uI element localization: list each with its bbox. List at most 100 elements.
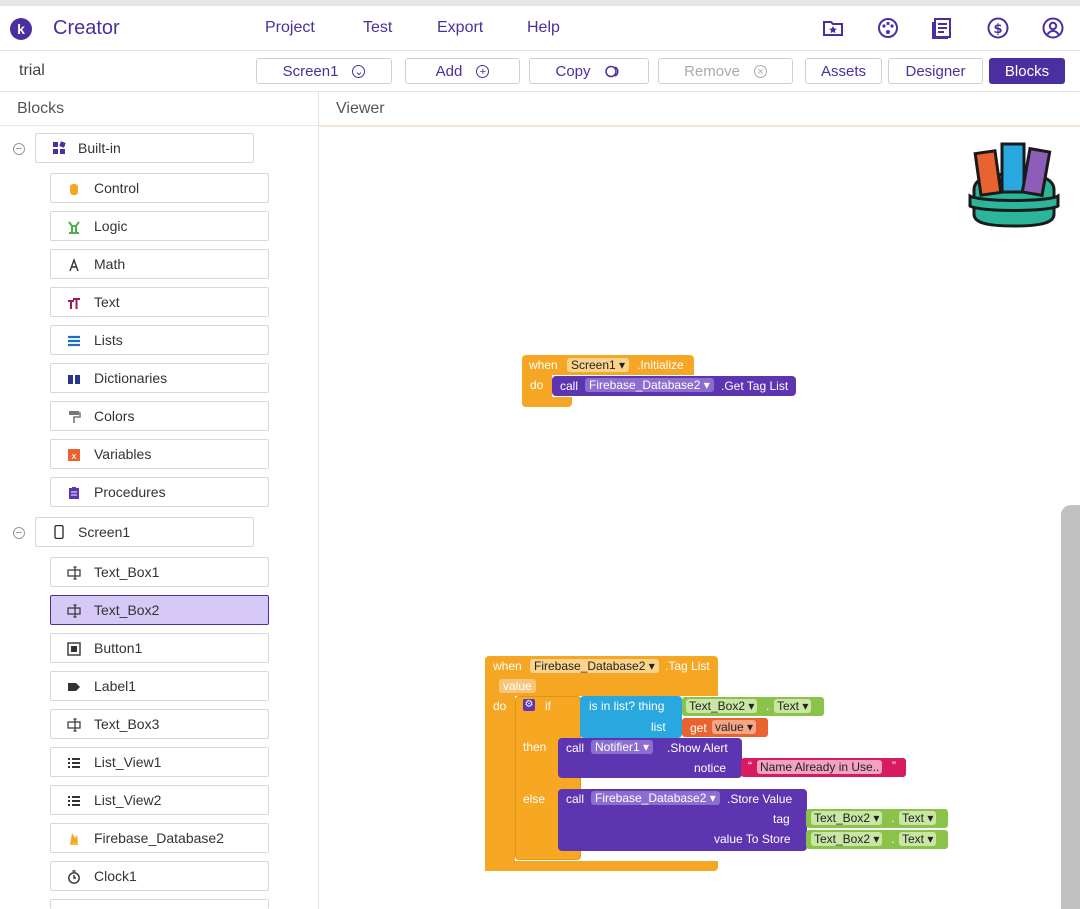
event-block-bottom — [522, 397, 572, 407]
property-dropdown[interactable]: Text ▾ — [899, 811, 937, 825]
variable-dropdown[interactable]: value ▾ — [712, 720, 757, 734]
backpack-icon[interactable] — [966, 138, 1062, 230]
star-folder-icon[interactable] — [821, 16, 845, 40]
copy-button[interactable]: Copy — [529, 58, 649, 84]
component-label: Firebase_Database2 — [534, 659, 646, 673]
news-icon[interactable] — [931, 16, 955, 40]
tree-item-listview2[interactable]: List_View2 — [50, 785, 269, 815]
paint-roller-icon — [69, 411, 81, 423]
account-icon[interactable] — [1041, 16, 1065, 40]
tree-item-firebase[interactable]: Firebase_Database2 — [50, 823, 269, 853]
method-name: .Show Alert — [667, 741, 728, 755]
screen-select-button[interactable]: Screen1 ⌄ — [256, 58, 392, 84]
collapse-screen-icon[interactable]: − — [13, 527, 25, 539]
tree-item-listview1[interactable]: List_View1 — [50, 747, 269, 777]
dollar-icon[interactable]: $ — [986, 16, 1010, 40]
textbox-label: Text_Box2 — [814, 832, 871, 846]
variable-label: value — [715, 720, 744, 734]
call-keyword: call — [566, 792, 585, 806]
panel-divider[interactable] — [318, 92, 319, 909]
component-dropdown[interactable]: Firebase_Database2 ▾ — [530, 659, 659, 673]
tree-item-lists[interactable]: Lists — [50, 325, 269, 355]
tree-item-label: List_View1 — [94, 754, 162, 770]
then-keyword: then — [523, 740, 547, 754]
is-in-list-label: is in list? thing — [589, 699, 665, 713]
tree-item-label: Procedures — [94, 484, 166, 500]
tree-item-variables[interactable]: x Variables — [50, 439, 269, 469]
tree-item-colors[interactable]: Colors — [50, 401, 269, 431]
add-button[interactable]: Add + — [405, 58, 520, 84]
if-block[interactable] — [515, 696, 581, 860]
tree-item-textbox1[interactable]: Text_Box1 — [50, 557, 269, 587]
method-name: .Store Value — [727, 792, 793, 806]
property-label: Text — [902, 832, 925, 846]
string-value[interactable]: Name Already in Use.. — [757, 760, 883, 774]
app-logo[interactable]: k — [10, 18, 32, 40]
designer-button[interactable]: Designer — [888, 58, 983, 84]
blocks-button[interactable]: Blocks — [989, 58, 1065, 84]
event-name: .Tag List — [665, 659, 710, 673]
plus-icon: + — [476, 64, 490, 78]
quote-close: ” — [892, 759, 896, 773]
tree-item-label: Lists — [94, 332, 123, 348]
textbox-dropdown[interactable]: Text_Box2 ▾ — [811, 832, 883, 846]
tree-item-button1[interactable]: Button1 — [50, 633, 269, 663]
tree-item-logic[interactable]: Logic — [50, 211, 269, 241]
is-in-list-block[interactable] — [580, 696, 682, 738]
dot-separator: . — [891, 832, 895, 846]
tree-item-label: List_View2 — [94, 792, 162, 808]
menu-test[interactable]: Test — [363, 19, 393, 36]
textbox-icon — [67, 566, 81, 580]
db-dropdown[interactable]: Firebase_Database2 ▾ — [585, 378, 714, 392]
tree-item-math[interactable]: Math — [50, 249, 269, 279]
db-dropdown[interactable]: Firebase_Database2 ▾ — [591, 791, 720, 805]
db-label: Firebase_Database2 — [589, 378, 701, 392]
math-icon — [69, 258, 79, 272]
tree-item-text[interactable]: Text — [50, 287, 269, 317]
gear-icon[interactable]: ⚙ — [523, 699, 535, 711]
method-name: .Get Tag List — [721, 379, 789, 393]
tree-item-dictionaries[interactable]: Dictionaries — [50, 363, 269, 393]
logic-icon — [68, 221, 80, 234]
label-icon — [68, 683, 80, 691]
tree-item-partial[interactable] — [50, 899, 269, 909]
textbox-label: Text_Box2 — [689, 699, 746, 713]
toolbar: trial Screen1 ⌄ Add + Copy Remove × Asse… — [0, 51, 1080, 92]
tree-item-textbox3[interactable]: Text_Box3 — [50, 709, 269, 739]
tree-item-control[interactable]: Control — [50, 173, 269, 203]
component-dropdown[interactable]: Screen1 ▾ — [567, 358, 630, 372]
viewer-scrollbar[interactable] — [1061, 505, 1080, 909]
tree-item-label: Text_Box3 — [94, 716, 160, 732]
menu-project[interactable]: Project — [265, 19, 315, 36]
tree-group-builtin[interactable]: Built-in — [35, 133, 254, 163]
event-name: .Initialize — [637, 358, 684, 372]
property-label: Text — [902, 811, 925, 825]
menu-export[interactable]: Export — [437, 19, 484, 36]
call-keyword: call — [560, 379, 579, 393]
tree-item-label1[interactable]: Label1 — [50, 671, 269, 701]
notifier-dropdown[interactable]: Notifier1 ▾ — [591, 740, 654, 754]
tree-item-textbox2[interactable]: Text_Box2 — [50, 595, 269, 625]
list-label: list — [651, 720, 666, 734]
tree-item-label: Dictionaries — [94, 370, 168, 386]
assets-button[interactable]: Assets — [805, 58, 882, 84]
tree-item-label: Label1 — [94, 678, 137, 694]
param-value[interactable]: value — [499, 679, 536, 693]
property-dropdown[interactable]: Text ▾ — [774, 699, 812, 713]
tree-item-label: Clock1 — [94, 868, 137, 884]
tree-item-clock1[interactable]: Clock1 — [50, 861, 269, 891]
control-icon — [70, 184, 78, 195]
get-keyword: get — [690, 721, 707, 735]
palette-icon[interactable] — [876, 16, 900, 40]
menu-help[interactable]: Help — [527, 19, 560, 36]
tree-group-screen1[interactable]: Screen1 — [35, 517, 254, 547]
tree-item-label: Variables — [94, 446, 152, 462]
property-dropdown[interactable]: Text ▾ — [899, 832, 937, 846]
if-keyword: if — [545, 699, 551, 713]
textbox-dropdown[interactable]: Text_Box2 ▾ — [686, 699, 758, 713]
collapse-builtin-icon[interactable]: − — [13, 143, 25, 155]
db-label: Firebase_Database2 — [595, 791, 707, 805]
remove-button[interactable]: Remove × — [658, 58, 793, 84]
tree-item-procedures[interactable]: Procedures — [50, 477, 269, 507]
textbox-dropdown[interactable]: Text_Box2 ▾ — [811, 811, 883, 825]
